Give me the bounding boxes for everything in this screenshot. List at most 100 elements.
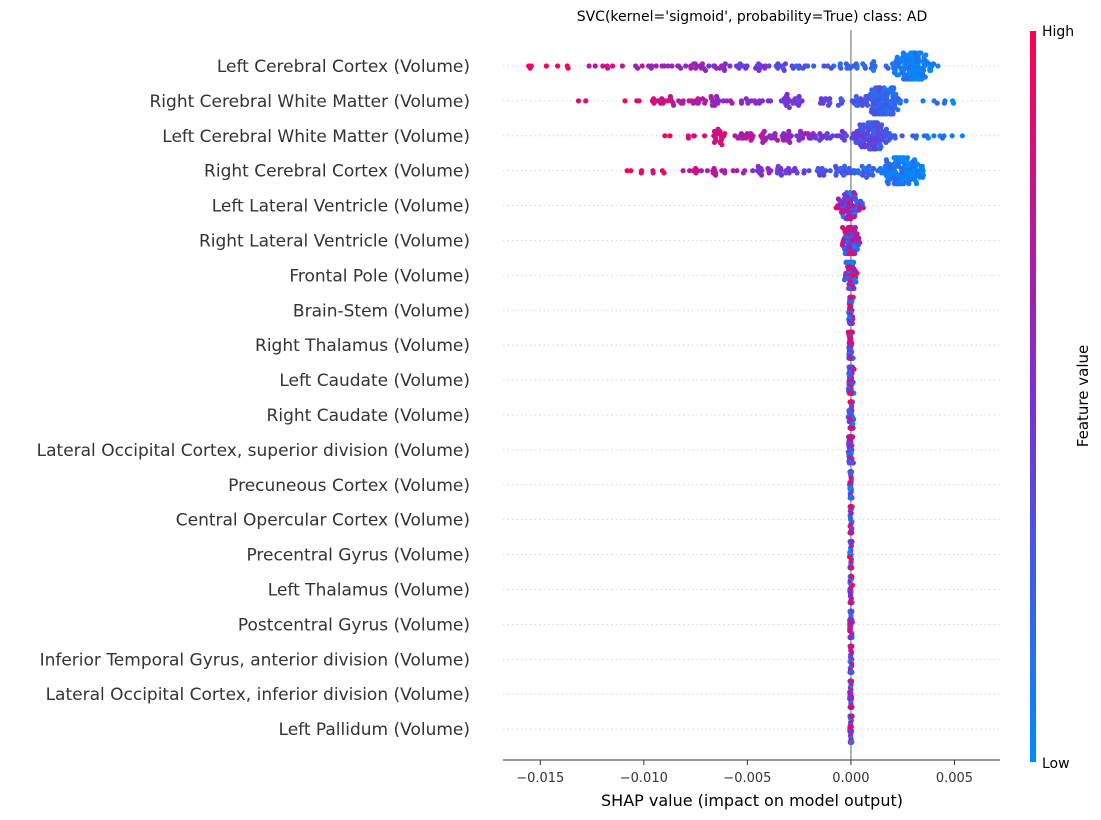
shap-point — [885, 65, 891, 71]
shap-point — [635, 65, 641, 71]
shap-point — [846, 355, 853, 361]
shap-point — [702, 100, 708, 106]
shap-point — [768, 135, 774, 141]
shap-point — [821, 63, 827, 69]
shap-point — [919, 76, 925, 82]
shap-point — [811, 63, 817, 69]
shap-point — [729, 100, 735, 106]
shap-point — [856, 235, 862, 241]
shap-point — [722, 131, 728, 137]
shap-point — [823, 96, 829, 102]
row-guides — [503, 65, 1000, 730]
shap-point — [847, 190, 853, 196]
shap-point — [842, 250, 848, 257]
shap-point — [848, 713, 854, 719]
shap-point — [555, 63, 561, 69]
shap-point — [900, 50, 906, 56]
colorbar-title: Feature value — [1074, 345, 1092, 447]
shap-point — [904, 155, 911, 161]
shap-point — [786, 104, 792, 111]
shap-point — [893, 91, 899, 97]
shap-point — [753, 100, 759, 106]
shap-point — [869, 87, 875, 93]
shap-point — [873, 85, 879, 91]
shap-point — [680, 168, 686, 174]
shap-point — [864, 174, 870, 180]
feature-label: Left Caudate (Volume) — [279, 371, 470, 391]
shap-point — [847, 486, 853, 492]
feature-label: Frontal Pole (Volume) — [289, 266, 470, 286]
shap-point — [818, 96, 824, 102]
shap-point — [651, 96, 657, 102]
shap-point — [740, 170, 747, 176]
shap-point — [870, 67, 877, 73]
shap-point — [775, 61, 781, 67]
shap-point — [659, 96, 665, 102]
x-axis: −0.015 −0.010 −0.005 0.000 0.005 — [503, 759, 1000, 786]
shap-point — [678, 65, 684, 71]
shap-point — [713, 65, 719, 71]
feature-points — [847, 573, 856, 606]
shap-point — [913, 181, 920, 187]
shap-point — [877, 85, 883, 91]
shap-point — [651, 100, 657, 106]
shap-point — [879, 122, 885, 128]
shap-points — [526, 50, 966, 745]
shap-point — [884, 111, 890, 117]
shap-point — [755, 163, 761, 169]
shap-point — [865, 93, 871, 100]
shap-point — [846, 419, 852, 425]
shap-point — [848, 434, 854, 440]
shap-point — [889, 61, 896, 67]
shap-point — [650, 170, 656, 176]
shap-point — [847, 696, 853, 702]
shap-point — [833, 205, 839, 211]
shap-point — [661, 63, 668, 69]
feature-points — [845, 364, 857, 396]
shap-point — [794, 170, 800, 176]
shap-point — [846, 554, 853, 560]
feature-label: Inferior Temporal Gyrus, anterior divisi… — [40, 650, 470, 670]
shap-point — [638, 170, 644, 176]
shap-point — [688, 65, 694, 71]
shap-point — [814, 168, 821, 174]
shap-point — [565, 65, 571, 71]
shap-point — [917, 174, 923, 180]
shap-point — [698, 65, 705, 71]
shap-point — [760, 139, 766, 145]
feature-label: Postcentral Gyrus (Volume) — [238, 615, 470, 635]
shap-point — [848, 495, 854, 501]
shap-point — [827, 96, 833, 102]
shap-point — [744, 131, 750, 137]
shap-point — [883, 172, 889, 178]
shap-point — [750, 168, 756, 174]
shap-point — [862, 65, 868, 71]
shap-point — [897, 100, 903, 106]
shap-point — [847, 724, 853, 730]
shap-point — [743, 96, 749, 102]
x-tick-label: −0.015 — [516, 771, 564, 786]
feature-points — [845, 399, 857, 431]
shap-point — [711, 133, 717, 139]
shap-point — [839, 128, 845, 134]
shap-point — [622, 98, 628, 104]
shap-point — [527, 65, 533, 71]
shap-point — [838, 209, 845, 215]
shap-point — [724, 98, 730, 104]
shap-point — [693, 65, 699, 71]
shap-point — [817, 131, 823, 137]
feature-label: Central Opercular Cortex (Volume) — [176, 511, 470, 531]
shap-point — [609, 63, 616, 69]
shap-point — [848, 669, 854, 675]
shap-point — [847, 617, 853, 623]
shap-point — [767, 98, 774, 104]
shap-point — [934, 100, 940, 106]
shap-point — [848, 259, 855, 265]
feature-label: Left Pallidum (Volume) — [279, 720, 470, 740]
shap-point — [925, 135, 931, 141]
shap-point — [765, 165, 771, 172]
shap-point — [708, 93, 714, 100]
shap-point — [867, 146, 873, 152]
shap-point — [881, 85, 887, 91]
